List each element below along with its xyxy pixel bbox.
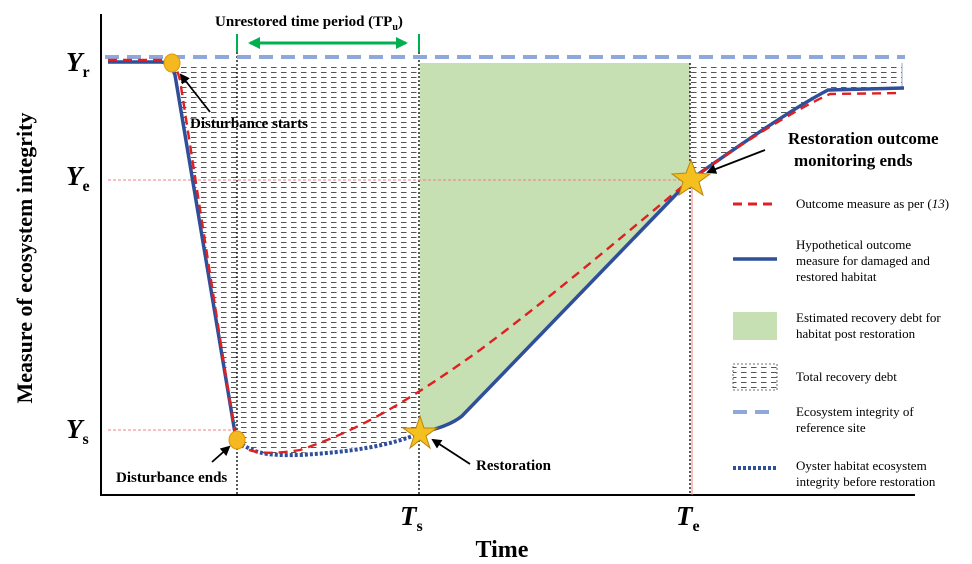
legend-total-text: Total recovery debt	[796, 369, 897, 384]
restoration-star	[401, 414, 439, 450]
monitoring-end-star	[670, 158, 712, 197]
monitoring-ends-label-line1: Restoration outcome	[788, 129, 939, 148]
legend-reference-text: Ecosystem integrity of reference site	[796, 404, 914, 435]
disturbance-start-marker	[163, 53, 181, 73]
monitoring-ends-arrow	[706, 149, 766, 174]
legend-total-swatch	[732, 363, 778, 391]
ys-tick-label: Ys	[66, 414, 89, 448]
legend-estimated-text: Estimated recovery debt for habitat post…	[796, 310, 941, 341]
te-tick-label: Te	[676, 501, 700, 535]
outcome-measure-line	[108, 58, 903, 454]
estimated-recovery-debt-area	[420, 63, 690, 435]
disturbance-ends-label: Disturbance ends	[116, 470, 227, 486]
yr-tick-label: Yr	[66, 47, 90, 81]
legend-estimated-swatch	[733, 312, 777, 340]
y-axis-label: Measure of ecosystem integrity	[12, 113, 37, 404]
x-axis-label: Time	[476, 537, 529, 563]
ye-tick-label: Ye	[66, 161, 90, 195]
tpu-label: Unrestored time period (TPu)	[215, 14, 403, 33]
ts-tick-label: Ts	[400, 501, 423, 535]
legend-outcome-text: Outcome measure as per (13)	[796, 196, 950, 211]
disturbance-starts-label: Disturbance starts	[190, 116, 308, 132]
disturbance-starts-arrow	[179, 73, 211, 113]
legend-oyster-text: Oyster habitat ecosystem integrity befor…	[796, 458, 936, 489]
disturbance-end-marker	[228, 430, 246, 450]
restoration-arrow	[431, 438, 471, 465]
monitoring-ends-label-line2: monitoring ends	[794, 151, 913, 170]
legend-hypothetical-text: Hypothetical outcome measure for damaged…	[796, 237, 930, 284]
restoration-label: Restoration	[476, 458, 552, 474]
disturbance-ends-arrow	[211, 445, 231, 463]
